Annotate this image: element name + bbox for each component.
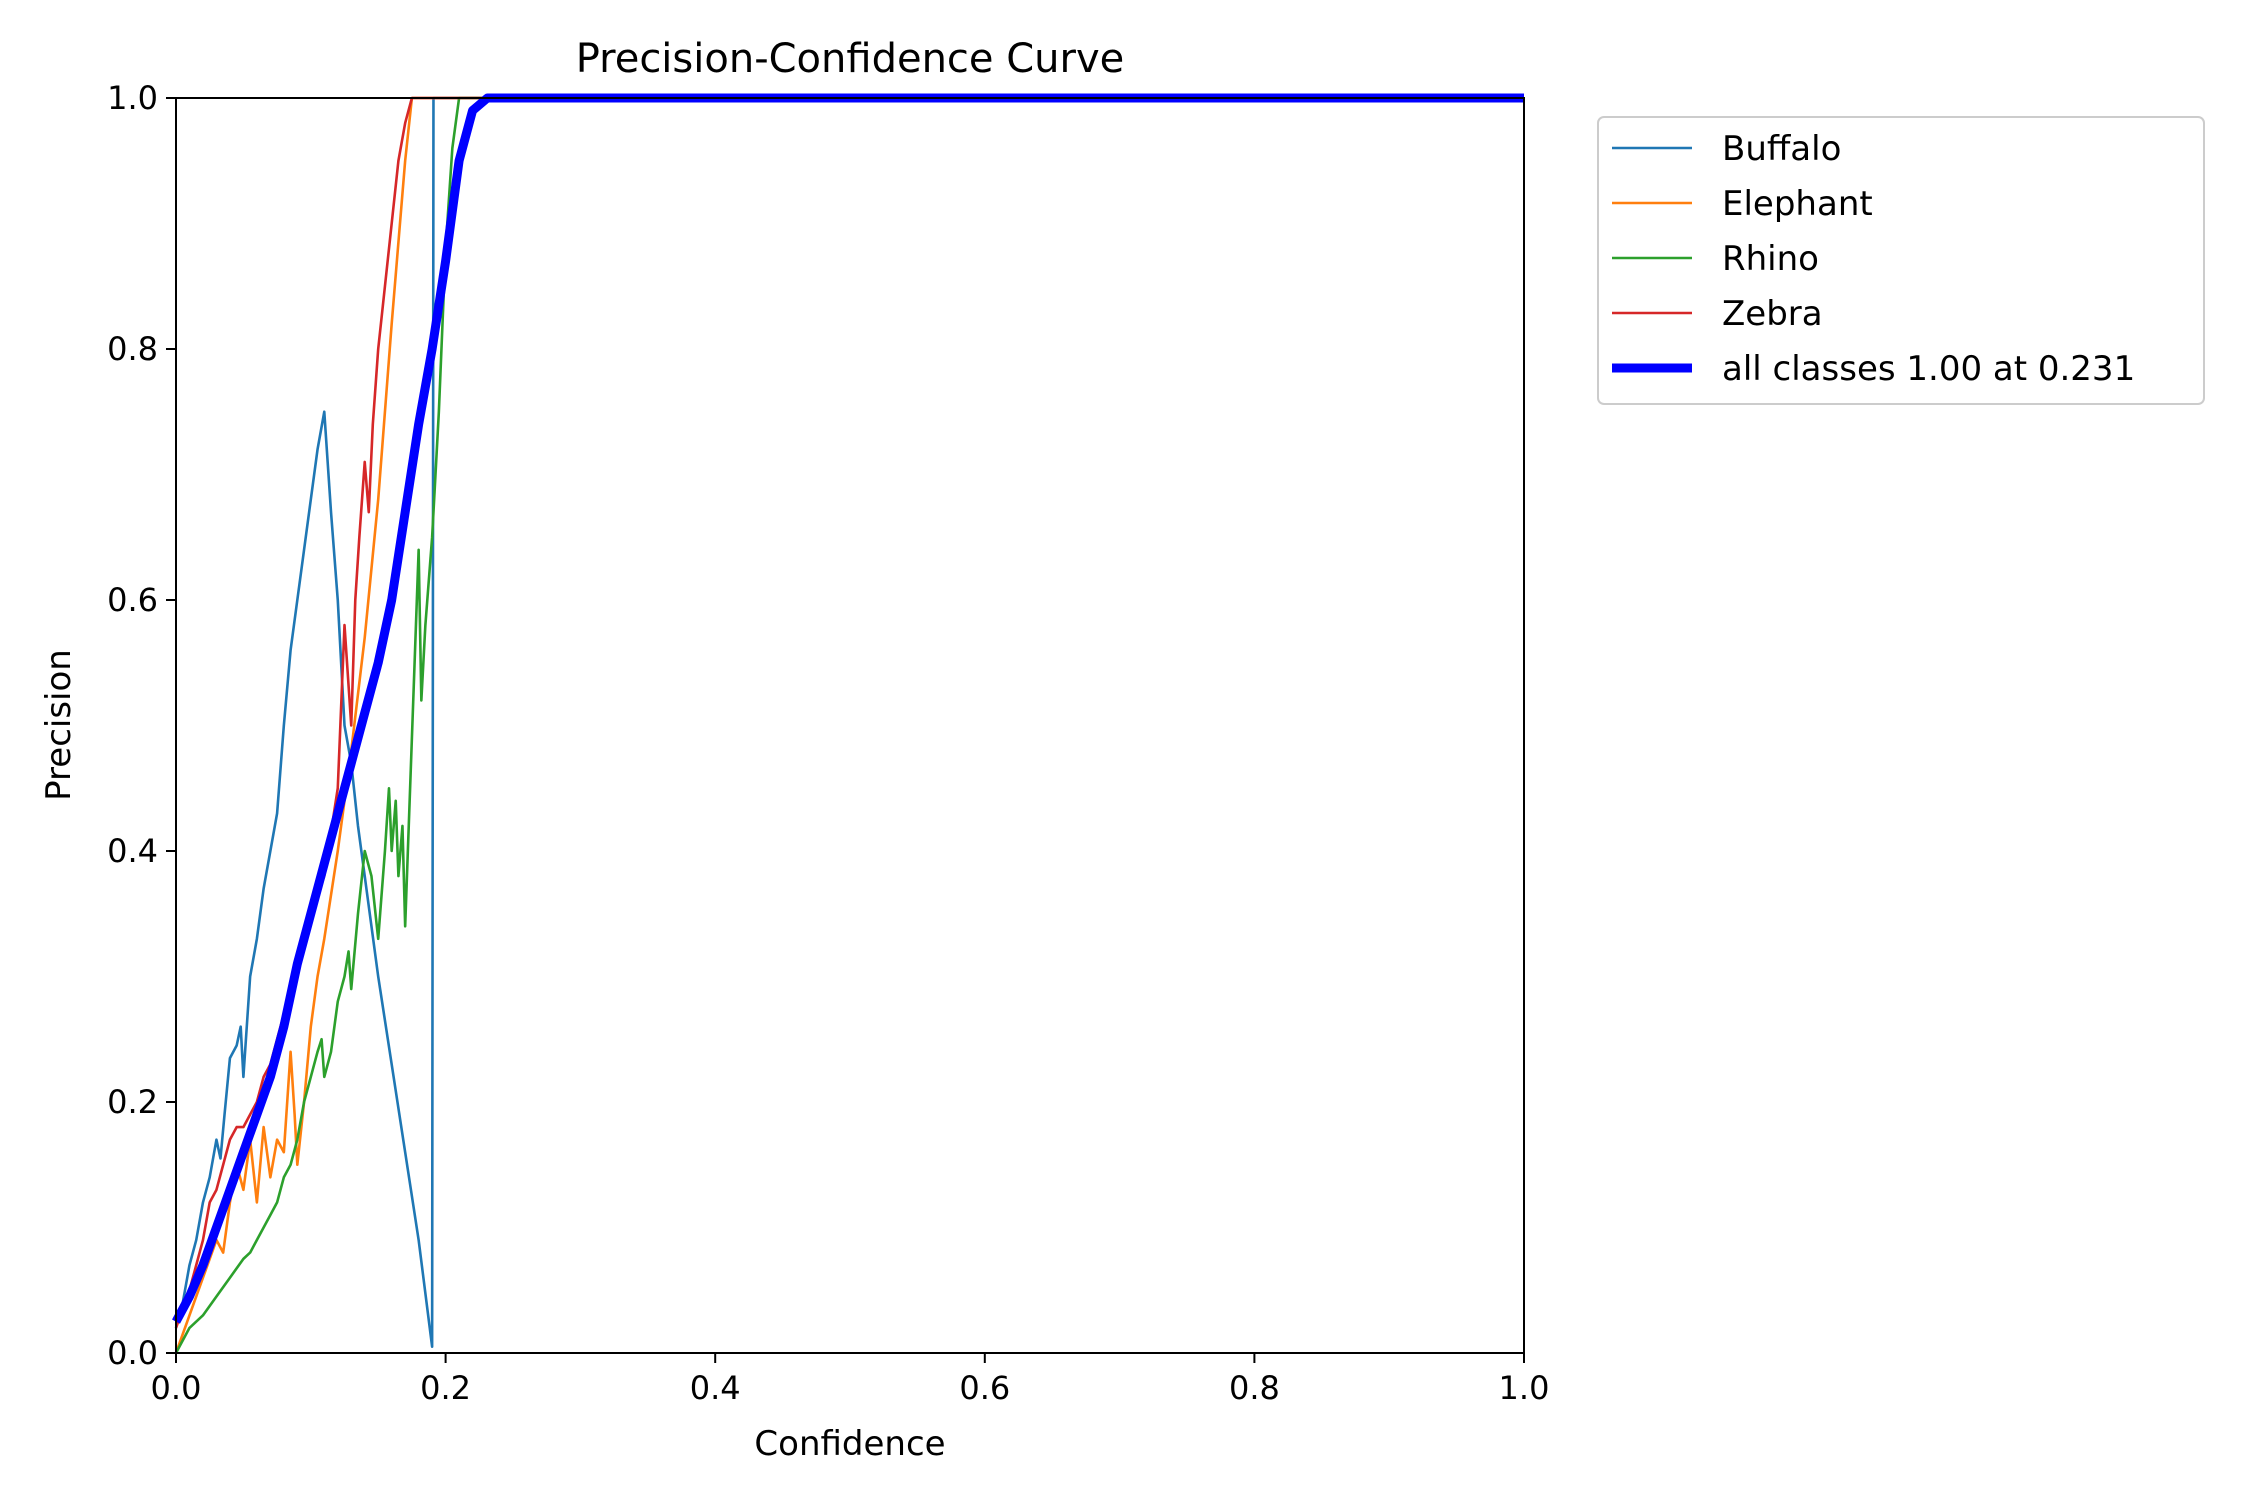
legend-box <box>1597 116 2205 405</box>
y-tick-label: 0.6 <box>107 581 158 619</box>
y-tick-label: 0.8 <box>107 330 158 368</box>
x-tick-label: 0.8 <box>1229 1369 1280 1407</box>
x-axis-label: Confidence <box>754 1424 945 1464</box>
x-axis-ticks: 0.0 0.2 0.4 0.6 0.8 1.0 <box>151 1353 1550 1407</box>
series-line-all-classes-1-00-at-0-231 <box>172 93 1524 1324</box>
x-tick-label: 0.4 <box>690 1369 741 1407</box>
legend-label-elephant: Elephant <box>1722 184 1873 224</box>
legend-label-all-classes-1-00-at-0-231: all classes 1.00 at 0.231 <box>1722 349 2135 389</box>
legend-label-zebra: Zebra <box>1722 294 1823 334</box>
y-axis-ticks: 0.0 0.2 0.4 0.6 0.8 1.0 <box>107 79 176 1372</box>
plot-frame <box>175 97 1525 1354</box>
legend-label-rhino: Rhino <box>1722 239 1819 279</box>
plot-area <box>172 93 1525 1354</box>
series-line-rhino <box>174 96 1524 1354</box>
y-tick-label: 0.2 <box>107 1083 158 1121</box>
legend-items: Buffalo Elephant Rhino Zebra all classes 1.0… <box>1612 129 2135 389</box>
chart-title: Precision-Confidence Curve <box>576 36 1125 82</box>
legend: Buffalo Elephant Rhino Zebra all classes 1.0… <box>1597 116 2205 405</box>
x-tick-label: 0.0 <box>151 1369 202 1407</box>
x-tick-label: 0.6 <box>959 1369 1010 1407</box>
legend-label-buffalo: Buffalo <box>1722 129 1841 169</box>
series-line-elephant <box>174 96 1524 1354</box>
x-tick-label: 0.2 <box>420 1369 471 1407</box>
series-line-buffalo <box>174 96 1524 1349</box>
series-layer <box>172 93 1524 1354</box>
x-tick-label: 1.0 <box>1499 1369 1550 1407</box>
y-tick-label: 0.4 <box>107 832 158 870</box>
y-axis-label: Precision <box>39 649 79 801</box>
y-tick-label: 0.0 <box>107 1334 158 1372</box>
y-tick-label: 1.0 <box>107 79 158 117</box>
